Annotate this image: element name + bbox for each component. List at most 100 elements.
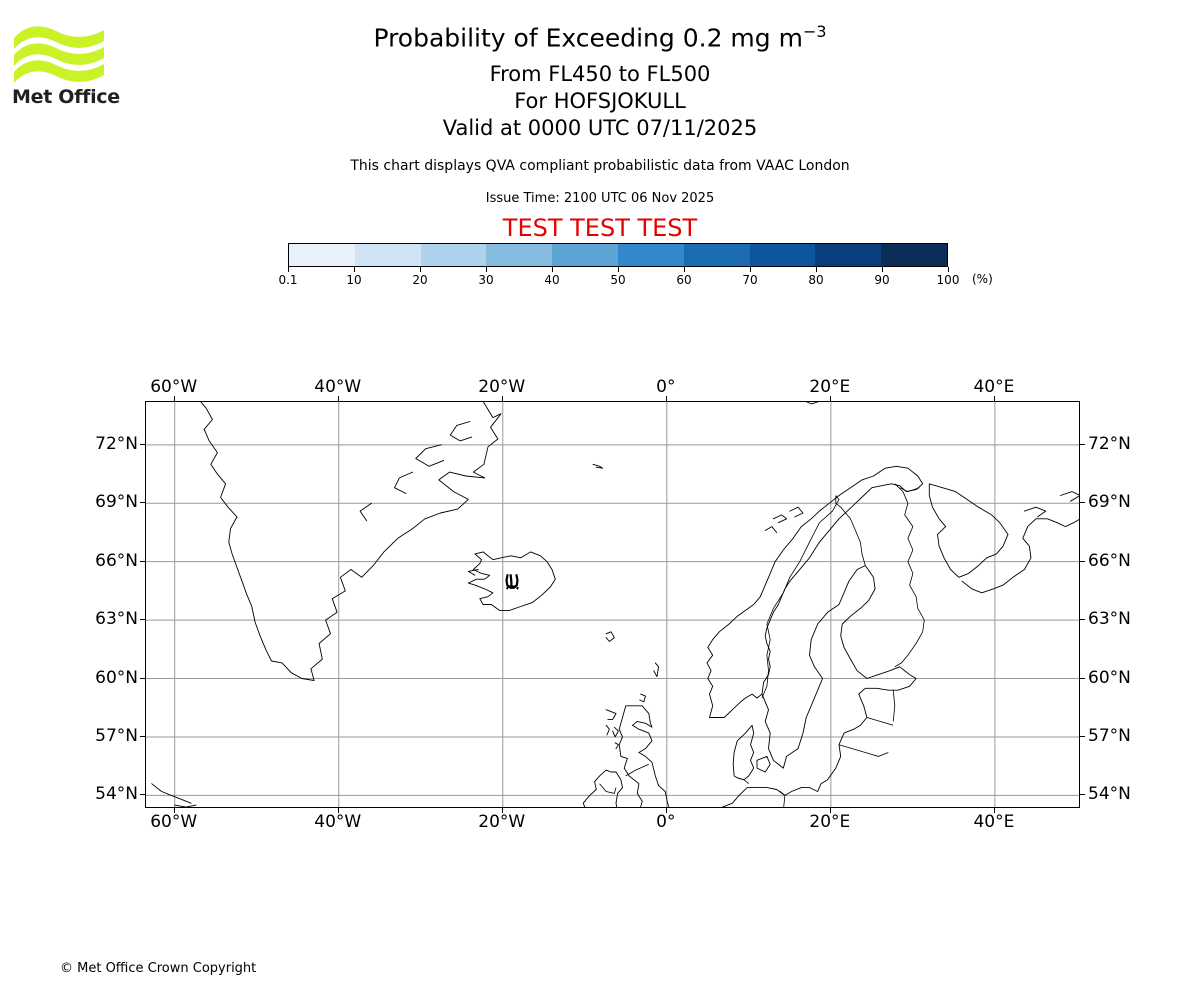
map-lon-tick-top-40 (993, 396, 995, 401)
coastline-segment-5 (467, 551, 556, 611)
border-segment-5 (783, 795, 786, 807)
map-lat-label-right-69: 69°N (1088, 492, 1131, 513)
test-banner: TEST TEST TEST (502, 214, 698, 242)
colorbar-tick-label-30: 30 (478, 273, 494, 287)
volcano-outline-3 (506, 586, 509, 590)
coastline-segment-21 (761, 565, 917, 796)
volcano-marker-hofsjokull (505, 574, 519, 590)
coastline-segment-25 (928, 483, 1009, 578)
map-lat-label-right-60: 60°N (1088, 667, 1131, 688)
colorbar-segment-9 (881, 244, 947, 266)
map-lat-tick-left-63 (140, 619, 145, 621)
map-lon-tick-top--20 (501, 396, 503, 401)
colorbar-segment-8 (815, 244, 882, 266)
map-container[interactable]: 60°W 60°W 40°W 40°W 20°W 20°W 0° 0° 20°E 20°E 40°E… (95, 377, 1131, 832)
map-lon-tick-bottom--40 (337, 808, 339, 813)
map-lat-tick-left-69 (140, 502, 145, 504)
met-office-wordmark: Met Office (12, 86, 120, 108)
border-segment-6 (725, 806, 726, 807)
map-lon-label-top--40: 40°W (314, 377, 362, 397)
map-lon-tick-top--60 (173, 396, 175, 401)
colorbar-tick-label-10: 10 (346, 273, 362, 287)
coastline-segment-14 (612, 726, 619, 738)
coastline-segment-9 (653, 662, 660, 678)
map-lon-label-top-0: 0° (656, 377, 676, 397)
map-lon-label-bottom-20: 20°E (809, 812, 851, 832)
colorbar-segment-5 (617, 244, 684, 266)
coastline-segment-29 (151, 783, 192, 804)
coastline-segment-11 (618, 705, 670, 807)
border-segment-1 (835, 495, 866, 566)
border-segment-9 (892, 690, 896, 722)
map-lat-tick-right-57 (1080, 735, 1085, 737)
coastline-segment-12 (605, 709, 617, 720)
colorbar-tick-80 (816, 267, 817, 272)
colorbar-segment-1 (354, 244, 421, 266)
coastline-segment-2 (415, 444, 445, 467)
coastline-segment-30 (174, 804, 197, 807)
coastline-segment-15 (614, 742, 619, 750)
map-lat-tick-right-54 (1080, 794, 1085, 796)
map-lon-label-top--20: 20°W (478, 377, 526, 397)
map-lon-label-bottom-40: 40°E (973, 812, 1015, 832)
map-lon-label-top--60: 60°W (150, 377, 198, 397)
border-segment-8 (838, 744, 889, 757)
map-frame[interactable] (145, 401, 1080, 808)
colorbar-tick-0.1 (288, 267, 289, 272)
colorbar-tick-50 (618, 267, 619, 272)
map-lon-label-top-20: 20°E (809, 377, 851, 397)
map-lat-tick-right-66 (1080, 560, 1085, 562)
map-lat-tick-left-54 (140, 794, 145, 796)
map-lon-tick-bottom-40 (993, 808, 995, 813)
map-lat-label-left-69: 69°N (95, 492, 138, 513)
issue-time: Issue Time: 2100 UTC 06 Nov 2025 (485, 191, 715, 206)
flight-level-line: From FL450 to FL500 (489, 62, 711, 86)
volcano-outline-4 (516, 586, 519, 590)
map-lat-label-right-72: 72°N (1088, 433, 1131, 454)
coastline-segment-22 (732, 724, 755, 781)
colorbar-tick-90 (882, 267, 883, 272)
coastline-segment-1 (449, 421, 473, 442)
map-lat-tick-left-66 (140, 560, 145, 562)
map-gridlines (146, 402, 1079, 807)
coastline-segment-10 (639, 693, 646, 703)
map-lat-label-right-63: 63°N (1088, 609, 1131, 630)
qva-note: This chart displays QVA compliant probab… (350, 158, 850, 174)
border-segment-10 (625, 763, 649, 777)
map-lon-label-top-40: 40°E (973, 377, 1015, 397)
coastline-segment-27 (1023, 506, 1047, 518)
coastline-segment-13 (605, 724, 610, 736)
map-lat-label-left-63: 63°N (95, 609, 138, 630)
probability-colorbar: 0.1 10 20 30 40 50 60 70 80 90 100 (278, 243, 959, 287)
border-segment-3 (899, 487, 920, 493)
map-lon-tick-bottom--20 (501, 808, 503, 813)
border-segment-2 (894, 483, 925, 668)
map-lat-label-left-57: 57°N (95, 725, 138, 746)
coastline-segment-0 (200, 402, 502, 681)
met-office-logo: Met Office (12, 22, 122, 112)
border-segment-0 (761, 495, 840, 699)
page-title-exponent: −3 (802, 22, 827, 41)
map-lon-tick-top-0 (665, 396, 667, 401)
map-lon-tick-bottom--60 (173, 808, 175, 813)
map-canvas (146, 402, 1079, 807)
map-lat-label-left-60: 60°N (95, 667, 138, 688)
map-lat-label-right-66: 66°N (1088, 550, 1131, 571)
map-lat-tick-left-60 (140, 677, 145, 679)
colorbar-segment-4 (552, 244, 618, 266)
page-title-text: Probability of Exceeding 0.2 mg m (373, 23, 803, 53)
map-lat-label-right-57: 57°N (1088, 725, 1131, 746)
page-title: Probability of Exceeding 0.2 mg m−3 (0, 22, 1200, 53)
map-lat-tick-right-63 (1080, 619, 1085, 621)
coastline-segment-28 (1060, 491, 1079, 502)
colorbar-tick-70 (750, 267, 751, 272)
border-segment-11 (599, 783, 617, 794)
map-lon-tick-bottom-20 (829, 808, 831, 813)
coastline-segment-17 (706, 465, 924, 718)
colorbar-segment-3 (486, 244, 553, 266)
coastline-segment-7 (592, 463, 604, 469)
coastline-segment-26 (961, 518, 1079, 594)
map-lat-tick-left-72 (140, 443, 145, 445)
colorbar-tick-60 (684, 267, 685, 272)
coastline-segment-18 (772, 514, 788, 524)
